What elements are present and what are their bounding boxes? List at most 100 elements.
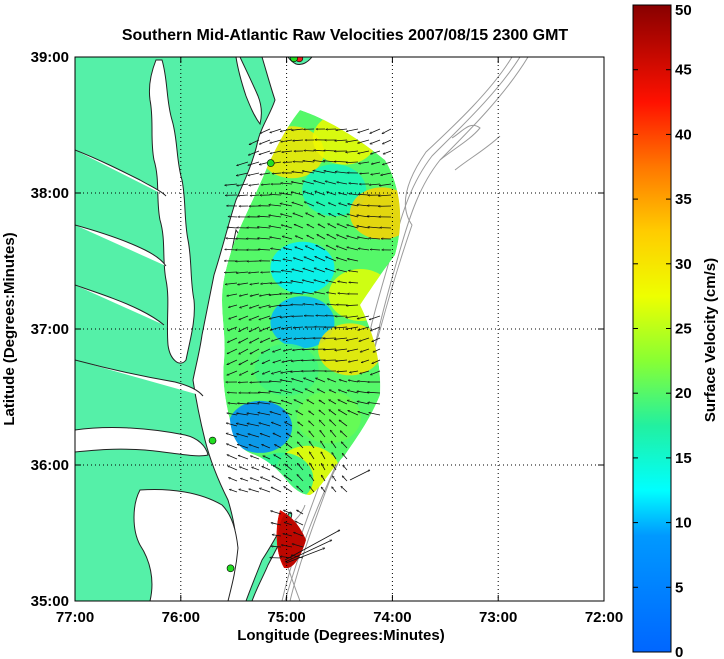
velocity-vector bbox=[372, 359, 381, 365]
velocity-vector bbox=[323, 338, 337, 339]
velocity-vector bbox=[337, 269, 348, 273]
velocity-vector bbox=[334, 161, 348, 162]
velocity-vector bbox=[316, 201, 326, 207]
velocity-vector bbox=[273, 464, 282, 471]
velocity-vector bbox=[228, 403, 238, 405]
velocity-vector bbox=[259, 423, 271, 427]
velocity-vector bbox=[237, 444, 249, 449]
velocity-vector bbox=[291, 379, 304, 383]
velocity-vector bbox=[284, 485, 293, 493]
velocity-vector bbox=[284, 421, 293, 427]
velocity-vector bbox=[258, 413, 271, 416]
velocity-vector bbox=[296, 452, 304, 460]
velocity-vector bbox=[382, 161, 392, 165]
velocity-vector bbox=[346, 315, 359, 318]
velocity-vector bbox=[272, 475, 282, 482]
velocity-vector bbox=[228, 326, 238, 331]
y-tick-label: 35:00 bbox=[31, 593, 69, 610]
velocity-vector bbox=[280, 203, 293, 207]
velocity-vector bbox=[303, 161, 315, 163]
station-marker bbox=[208, 436, 217, 445]
velocity-vector bbox=[367, 216, 381, 217]
velocity-vector bbox=[258, 392, 271, 393]
velocity-vector bbox=[249, 445, 260, 449]
velocity-vector bbox=[370, 150, 381, 154]
velocity-vector bbox=[336, 235, 348, 240]
velocity-vector bbox=[226, 238, 238, 239]
velocity-vector bbox=[328, 212, 337, 218]
station-marker bbox=[226, 564, 235, 573]
velocity-vector bbox=[236, 413, 249, 416]
velocity-vector bbox=[303, 304, 315, 306]
velocity-vector bbox=[335, 140, 348, 141]
velocity-vector bbox=[323, 349, 337, 350]
velocity-vector bbox=[257, 238, 271, 240]
velocity-patch bbox=[349, 187, 401, 240]
x-tick-label: 72:00 bbox=[585, 609, 623, 626]
velocity-vector bbox=[308, 441, 315, 449]
colorbar: 0 5 10 15 20 25 30 35 40 45 50 Surface Velocity (c… bbox=[632, 2, 719, 659]
velocity-vector bbox=[270, 511, 282, 515]
velocity-vector bbox=[269, 205, 282, 207]
y-axis-label: Latitude (Degrees:Minutes) bbox=[1, 232, 18, 425]
velocity-vector bbox=[346, 162, 359, 163]
velocity-vector bbox=[308, 410, 315, 416]
velocity-vector bbox=[291, 192, 304, 196]
velocity-vector bbox=[293, 258, 304, 262]
velocity-vector bbox=[347, 348, 359, 351]
velocity-vector bbox=[348, 380, 359, 383]
velocity-vector bbox=[259, 293, 271, 296]
station-marker bbox=[290, 57, 298, 63]
velocity-vector bbox=[301, 360, 315, 361]
velocity-vector bbox=[303, 338, 315, 339]
velocity-vector bbox=[227, 413, 238, 416]
velocity-vector bbox=[248, 161, 260, 165]
velocity-vector bbox=[250, 382, 260, 383]
velocity-vector bbox=[348, 410, 359, 416]
velocity-vector bbox=[259, 315, 271, 320]
velocity-vector bbox=[357, 381, 370, 382]
station-marker bbox=[266, 159, 275, 167]
velocity-vector bbox=[307, 399, 315, 405]
velocity-vector bbox=[370, 139, 381, 144]
velocity-vector bbox=[248, 434, 260, 438]
velocity-vector bbox=[370, 249, 381, 250]
velocity-vector bbox=[260, 433, 271, 438]
velocity-vector bbox=[292, 389, 304, 394]
velocity-vector bbox=[281, 139, 293, 142]
velocity-vector bbox=[248, 150, 260, 155]
velocity-vector bbox=[249, 315, 260, 320]
velocity-vector bbox=[347, 400, 359, 405]
velocity-vector bbox=[320, 441, 326, 449]
velocity-vector bbox=[284, 474, 293, 482]
velocity-vector bbox=[314, 292, 326, 295]
bays-and-rivers bbox=[75, 57, 262, 601]
velocity-vector bbox=[224, 272, 238, 273]
velocity-vector bbox=[329, 389, 337, 394]
velocity-vector bbox=[272, 260, 282, 261]
velocity-vector bbox=[236, 271, 249, 273]
colorbar-tick-label: 50 bbox=[675, 2, 692, 19]
velocity-vector bbox=[296, 410, 304, 416]
velocity-vector bbox=[280, 315, 293, 318]
velocity-vector bbox=[315, 256, 326, 262]
velocity-vector bbox=[357, 215, 370, 218]
velocity-vector bbox=[342, 465, 348, 471]
velocity-vector bbox=[361, 359, 370, 363]
velocity-vector bbox=[294, 399, 304, 405]
velocity-vector bbox=[250, 456, 260, 460]
velocity-vector bbox=[250, 195, 260, 196]
velocity-vector bbox=[282, 150, 293, 152]
colorbar-tick-label: 30 bbox=[675, 256, 692, 273]
velocity-vector bbox=[357, 237, 370, 240]
velocity-vector bbox=[340, 431, 348, 438]
velocity-vector bbox=[326, 292, 337, 295]
velocity-vector bbox=[290, 370, 304, 372]
velocity-vector bbox=[259, 488, 271, 493]
velocity-vector bbox=[349, 194, 359, 196]
velocity-vector bbox=[334, 326, 348, 328]
velocity-vector bbox=[320, 475, 326, 482]
velocity-vector bbox=[336, 246, 348, 251]
velocity-vector bbox=[329, 420, 337, 427]
